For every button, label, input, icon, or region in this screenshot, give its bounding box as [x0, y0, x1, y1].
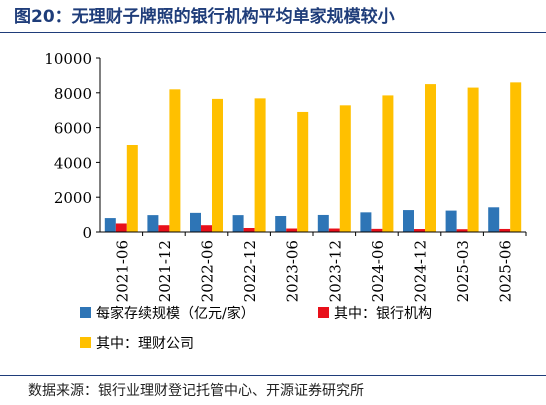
bar-series-1 [499, 228, 511, 232]
y-tick-label: 10000 [44, 50, 92, 68]
source-note: 数据来源：银行业理财登记托管中心、开源证券研究所 [28, 383, 364, 399]
x-axis: 2021-06 2021-12 2022-06 2022-12 2023-06 2023-… [100, 231, 527, 302]
legend-label: 每家存续规模（亿元/家） [96, 305, 255, 322]
bar-series-2 [126, 145, 138, 232]
y-tick-label: 0 [82, 224, 92, 242]
bar-series-0 [317, 214, 329, 232]
bar-series-0 [190, 212, 201, 232]
bar-series-0 [488, 207, 500, 232]
bar-series-1 [456, 229, 468, 232]
bar-series-1 [414, 229, 425, 232]
bar-series-1 [371, 228, 383, 232]
x-tick-label: 2024-06 [369, 240, 387, 302]
title-divider [0, 32, 546, 33]
bar-series-2 [382, 95, 394, 232]
bar-series-1 [158, 225, 170, 232]
bar-series-0 [403, 210, 414, 232]
legend-label: 其中：理财公司 [96, 336, 194, 352]
bar-series-0 [104, 218, 116, 232]
bar-series-2 [169, 89, 181, 232]
bar-series-0 [445, 210, 457, 232]
y-axis: 0 2000 4000 6000 8000 10000 [44, 50, 101, 242]
bar-series-2 [339, 105, 351, 232]
bar-series-2 [510, 82, 522, 232]
bar-series-1 [201, 225, 212, 232]
source-divider [0, 375, 546, 376]
bar-series-1 [328, 228, 340, 232]
x-tick-label: 2022-06 [199, 240, 217, 302]
bar-series-1 [286, 228, 298, 232]
legend-swatch [80, 307, 91, 318]
y-tick-label: 4000 [54, 154, 92, 172]
x-tick-label: 2025-03 [454, 240, 472, 302]
bar-series-0 [232, 215, 244, 232]
y-tick-label: 6000 [54, 120, 92, 138]
bar-series-2 [212, 98, 223, 232]
x-tick-label: 2021-12 [156, 240, 174, 302]
x-tick-label: 2025-06 [497, 240, 515, 302]
legend-swatch [80, 337, 91, 348]
bars [104, 82, 522, 232]
bar-series-1 [115, 223, 127, 232]
bar-series-0 [147, 215, 159, 232]
x-tick-label: 2022-12 [241, 240, 259, 302]
x-tick-label: 2023-12 [326, 240, 344, 302]
x-tick-label: 2024-12 [412, 240, 430, 302]
bar-series-2 [254, 98, 266, 232]
bar-series-0 [360, 212, 372, 232]
legend-label: 其中：银行机构 [334, 306, 432, 322]
legend-swatch [318, 307, 329, 318]
x-tick-label: 2023-06 [284, 240, 302, 302]
x-tick-label: 2021-06 [113, 240, 131, 302]
bar-series-2 [425, 84, 436, 232]
bar-series-1 [243, 227, 255, 232]
y-tick-label: 2000 [54, 189, 92, 207]
bar-series-0 [275, 215, 287, 232]
chart-title: 图20：无理财子牌照的银行机构平均单家规模较小 [14, 7, 395, 27]
y-tick-label: 8000 [54, 85, 92, 103]
bar-series-2 [297, 111, 309, 232]
bar-series-2 [467, 87, 479, 232]
